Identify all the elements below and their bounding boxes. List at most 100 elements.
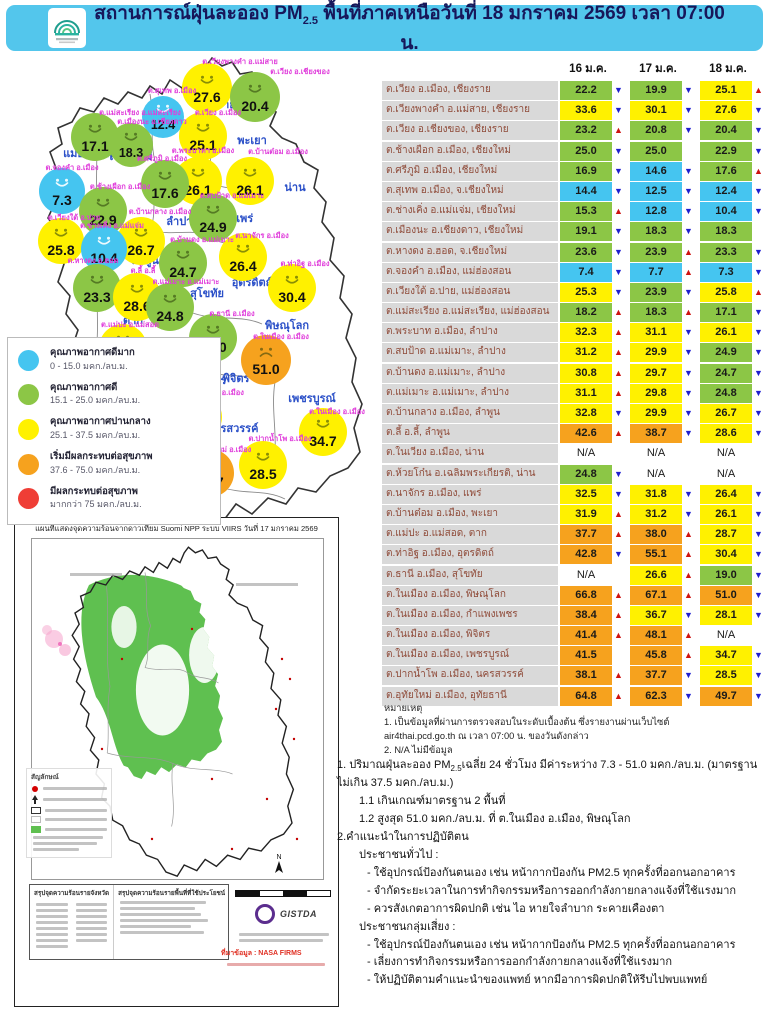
hotspot-legend-title: สัญลักษณ์	[31, 774, 59, 781]
aqi-color-dot-icon	[18, 384, 39, 406]
pm25-value-cell: 29.9	[630, 404, 682, 423]
station-label: ต.อุทัยใหม่ อ.เมือง	[192, 445, 252, 454]
table-row: ต.หางดง อ.ฮอด, จ.เชียงใหม่ 23.6 ▼ 23.9 ▲ 23.3…	[382, 242, 769, 262]
station-label: ต.บ้านกลาง อ.เมือง	[128, 207, 192, 216]
station-value: 24.7	[169, 263, 197, 280]
trend-down-icon: ▼	[614, 266, 623, 277]
recommendation-item: - จำกัดระยะเวลาในการทำกิจกรรมหรือการออกก…	[367, 884, 737, 897]
trend-down-icon: ▼	[754, 529, 763, 540]
trend-up-icon: ▲	[684, 266, 693, 277]
trend-none	[684, 142, 698, 161]
pm25-value-cell: 36.7	[630, 605, 682, 625]
table-row: ต.เวียง อ.เชียงของ, เชียงราย 23.2 ▲ 20.8 ▼ 20…	[382, 121, 769, 141]
trend-down-icon: ▼	[684, 185, 693, 196]
pm25-value-cell: 17.6	[700, 161, 752, 181]
station-label: ต.บ้านต๋อม อ.เมือง	[248, 147, 308, 156]
station-value: 34.7	[309, 432, 337, 449]
station-name: ต.พระบาท อ.เมือง, ลำปาง	[382, 323, 558, 343]
station-value-bubble: 51.0	[241, 335, 291, 385]
station-value-bubble: 12.4	[142, 96, 184, 138]
table-date-headers: 16 ม.ค. 17 ม.ค. 18 ม.ค.	[382, 60, 769, 78]
pm25-value-cell: 25.1	[700, 81, 752, 100]
pm25-value-cell: 23.3	[700, 242, 752, 262]
pm25-value-cell: 10.4	[700, 202, 752, 222]
pm25-value-cell: N/A	[560, 444, 612, 463]
smile-face-icon	[174, 247, 192, 265]
trend-down-icon: ▼	[754, 408, 763, 418]
aqi-level-range: 0 - 15.0 มคก./ลบ.ม.	[50, 360, 128, 371]
trend-down-icon: ▼	[754, 185, 763, 196]
table-row: ต.สุเทพ อ.เมือง, จ.เชียงใหม่ 14.4 ▼ 12.5 ▼ 12…	[382, 181, 769, 201]
notes: หมายเหตุ 1. เป็นข้อมูลที่ผ่านการตรวจสอบใ…	[384, 702, 766, 758]
table-row: ต.บ้านดง อ.แม่เมาะ, ลำปาง 30.8 ▲ 29.7 ▼ 24.7 ▼	[382, 363, 769, 383]
station-name: ต.บ้านกลาง อ.เมือง, ลำพูน	[382, 404, 558, 423]
trend-down-icon: ▼	[684, 85, 693, 95]
recommendation-item: - ให้ปฏิบัติตามคำแนะนำของแพทย์ หากมีอากา…	[367, 974, 708, 987]
station-value: 26.1	[184, 181, 212, 198]
pm25-value-cell: 7.4	[560, 262, 612, 282]
report-header: สถานการณ์ฝุ่นละออง PM2.5 พื้นที่ภาคเหนือ…	[6, 3, 763, 54]
table-row: ต.ช่างเคิ่ง อ.แม่แจ่ม, เชียงใหม่ 15.3 ▲ 12.…	[382, 202, 769, 222]
pm25-value-cell: 28.1	[700, 605, 752, 625]
trend-down-icon: ▼	[754, 387, 763, 398]
station-label: ต.ช่างเคิ่ง อ.แม่แจ่ม	[80, 221, 144, 230]
hotspot-legend: สัญลักษณ์	[26, 768, 112, 858]
pm25-value-cell: 32.3	[560, 323, 612, 343]
station-value-bubble: 28.5	[239, 441, 287, 489]
station-label: ต.พระบาทฯ อ.เมือง	[171, 146, 235, 155]
aqi-color-dot-icon	[18, 453, 39, 475]
station-label: ต.เวียงพางคำ อ.แม่สาย	[202, 57, 278, 66]
table-row: ต.ศรีภูมิ อ.เมือง, เชียงใหม่ 16.9 ▼ 14.6 ▼ 17…	[382, 161, 769, 181]
station-label: ต.จองคำ อ.เมือง	[45, 163, 99, 172]
trend-down-icon: ▼	[684, 347, 693, 358]
gistda-emblem-icon	[255, 904, 275, 924]
trend-none	[614, 566, 628, 585]
summary-line-1-2: 1.2 สูงสุด 51.0 มคก./ลบ.ม. ที่ ต.ในเมือง…	[359, 813, 631, 826]
pm25-value-cell: 48.1	[630, 626, 682, 646]
pm25-value-cell: 19.9	[630, 81, 682, 100]
recommendation-item: - ควรสังเกตอาการผิดปกติ เช่น ไอ หายใจลำบ…	[367, 902, 665, 915]
station-value: 51.0	[252, 360, 280, 377]
station-value: 28.5	[249, 465, 277, 482]
pm25-value-cell: 18.3	[630, 303, 682, 323]
pm25-value-cell: N/A	[700, 626, 752, 646]
trend-none	[754, 444, 768, 463]
pm25-value-cell: 15.3	[560, 202, 612, 222]
trend-up-icon: ▲	[754, 286, 763, 297]
table-row: ต.แม่เมาะ อ.แม่เมาะ, ลำปาง 31.1 ▲ 29.8 ▼ 24.8…	[382, 383, 769, 403]
station-name: ต.ลี้ อ.ลี้, ลำพูน	[382, 424, 558, 444]
station-name: ต.เวียงพางคำ อ.แม่สาย, เชียงราย	[382, 101, 558, 121]
pm25-value-cell: 12.8	[630, 202, 682, 222]
trend-up-icon: ▲	[614, 508, 623, 519]
station-value-bubble: 26.1	[226, 157, 274, 205]
station-label: ต.ธานี อ.เมือง	[209, 309, 255, 318]
trend-down-icon: ▼	[684, 105, 693, 116]
station-label: ต.เมืองนะ อ.เชียงดาว	[117, 117, 187, 126]
table-row: ต.ท่าอิฐ อ.เมือง, อุตรดิตถ์ 42.8 ▼ 55.1 ▲ 30.…	[382, 545, 769, 565]
table-row: ต.ช้างเผือก อ.เมือง, เชียงใหม่ 25.0 ▼ 25.0 2…	[382, 141, 769, 161]
aqi-legend-item: คุณภาพอากาศดีมาก 0 - 15.0 มคก./ลบ.ม.	[18, 347, 210, 374]
station-value-bubble: 27.6	[182, 63, 232, 113]
date-header: 17 ม.ค.	[639, 63, 677, 75]
station-name: ต.แม่สะเรียง อ.แม่สะเรียง, แม่ฮ่องสอน	[382, 303, 558, 323]
station-name: ต.เวียง อ.เมือง, เชียงราย	[382, 81, 558, 100]
station-value: 30.4	[278, 288, 306, 305]
trend-down-icon: ▼	[754, 206, 763, 217]
trend-down-icon: ▼	[754, 670, 763, 681]
pm25-value-cell: 66.8	[560, 585, 612, 605]
pm25-value-cell: 51.0	[700, 585, 752, 605]
pm25-value-cell: 18.3	[630, 222, 682, 242]
trend-down-icon: ▼	[614, 549, 623, 560]
pm25-value-cell: 37.7	[630, 666, 682, 686]
trend-down-icon: ▼	[754, 105, 763, 116]
page-title: สถานการณ์ฝุ่นละออง PM2.5 พื้นที่ภาคเหนือ…	[94, 3, 725, 54]
trend-down-icon: ▼	[614, 468, 623, 479]
station-label: ต.ท่าอิฐ อ.เมือง	[280, 259, 330, 268]
trend-up-icon: ▲	[684, 630, 693, 641]
station-value: 12.4	[150, 118, 176, 133]
trend-down-icon: ▼	[684, 367, 693, 378]
trend-down-icon: ▼	[684, 165, 693, 176]
trend-down-icon: ▼	[754, 488, 763, 499]
note-line: 2. N/A ไม่มีข้อมูล	[384, 744, 453, 755]
trend-up-icon: ▲	[614, 428, 623, 439]
